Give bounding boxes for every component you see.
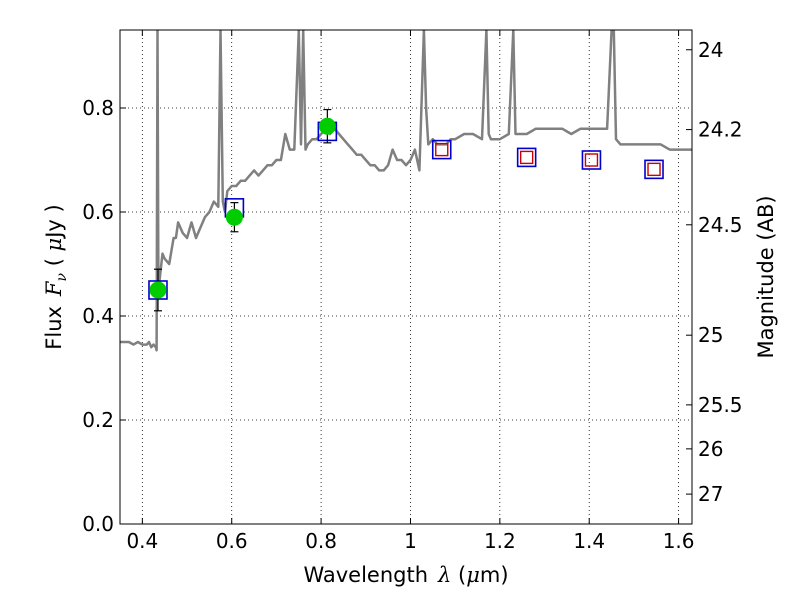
y-tick-label: 0.0 (82, 512, 114, 536)
y-tick-label: 0.2 (82, 408, 114, 432)
x-tick-label: 0.4 (126, 529, 158, 553)
axis-ticks: 0.4 0.6 0.8 1 1.2 1.4 1.6 0.0 0.2 0.4 0.6 0.8 24 24.2… (82, 30, 743, 553)
model-box (431, 139, 452, 160)
x-axis-title: Wavelength λ (μm) (303, 563, 508, 587)
model-box (516, 147, 537, 168)
observed-point (318, 117, 336, 135)
spectrum-line (120, 30, 692, 352)
model-box (581, 150, 602, 170)
x-tick-label: 0.8 (305, 529, 337, 553)
right-tick-label: 24 (698, 38, 723, 62)
photometry-markers (148, 108, 664, 312)
x-tick-label: 0.6 (216, 529, 248, 553)
predicted-point (584, 153, 599, 167)
predicted-point (435, 142, 449, 157)
x-tick-label: 1 (404, 529, 417, 553)
x-tick-label: 1.4 (573, 529, 605, 553)
right-tick-label: 27 (698, 482, 723, 506)
predicted-point (647, 162, 661, 177)
model-spectrum (120, 30, 692, 352)
right-tick-label: 24.2 (698, 118, 743, 142)
predicted-point (519, 150, 534, 165)
y-tick-label: 0.6 (82, 200, 114, 224)
right-tick-label: 24.5 (698, 213, 743, 237)
y-tick-label: 0.8 (82, 96, 114, 120)
x-tick-label: 1.6 (663, 529, 695, 553)
y-axis-title: FluxFν ( μJy ) (42, 204, 70, 349)
plot-frame (119, 29, 693, 525)
right-tick-label: 25 (698, 323, 723, 347)
right-axis-title: Magnitude (AB) (754, 195, 778, 358)
y-tick-label: 0.4 (82, 304, 114, 328)
observed-point (149, 281, 167, 299)
model-box (644, 159, 664, 180)
right-tick-label: 26 (698, 437, 723, 461)
right-tick-label: 25.5 (698, 393, 743, 417)
x-tick-label: 1.2 (484, 529, 516, 553)
observed-point (225, 208, 243, 226)
